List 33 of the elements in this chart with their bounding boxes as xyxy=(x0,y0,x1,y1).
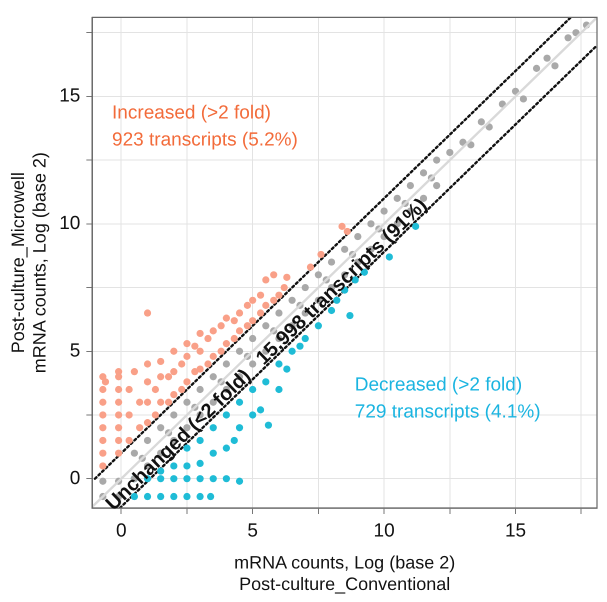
y-tick-label: 0 xyxy=(70,468,80,489)
annotation: Decreased (>2 fold) 729 transcripts (4.1%) xyxy=(354,374,541,423)
point xyxy=(210,475,217,482)
point xyxy=(275,386,283,394)
x-tick-label: 10 xyxy=(374,520,395,542)
point xyxy=(283,366,290,373)
point xyxy=(222,475,230,482)
point xyxy=(236,424,244,432)
point xyxy=(196,460,204,467)
point xyxy=(230,436,238,444)
annotation: Increased (>2 fold) 923 transcripts (5.2%) xyxy=(112,102,298,150)
x-tick-label: 0 xyxy=(116,520,127,542)
point xyxy=(256,406,264,414)
point xyxy=(264,422,272,429)
point xyxy=(262,378,270,386)
point xyxy=(207,492,214,500)
point xyxy=(196,475,204,482)
point xyxy=(386,253,393,261)
point xyxy=(222,411,230,419)
point xyxy=(222,444,230,452)
x-tick-label: 5 xyxy=(247,520,258,542)
point xyxy=(236,478,244,485)
y-tick-label: 5 xyxy=(70,340,80,362)
point xyxy=(249,411,256,419)
y-axis-title: Post-culture_Microwell mRNA counts, Log (base 2) xyxy=(8,152,50,374)
x-tick-label: 15 xyxy=(504,520,526,542)
y-tick-label: 15 xyxy=(59,86,80,107)
point xyxy=(210,450,217,457)
point xyxy=(314,322,322,330)
x-axis-title: mRNA counts, Log (base 2) Post-culture_Conventional xyxy=(234,552,456,594)
y-tick-label: 10 xyxy=(59,213,80,234)
point xyxy=(196,436,204,444)
point xyxy=(196,492,204,500)
